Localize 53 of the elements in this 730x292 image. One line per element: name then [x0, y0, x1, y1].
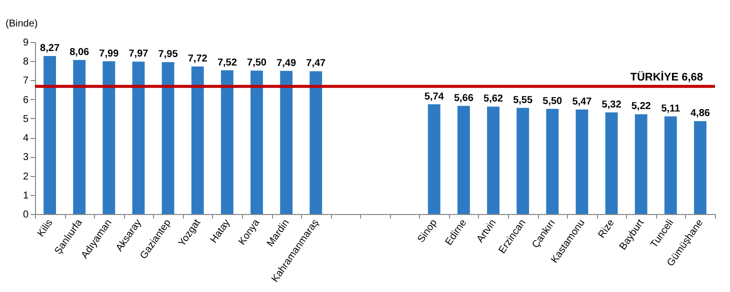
bar [457, 106, 470, 214]
bar [546, 108, 559, 214]
bar [220, 70, 234, 214]
y-tick-label: 8 [22, 56, 29, 68]
data-label: 4,86 [690, 108, 710, 120]
y-tick-label: 4 [22, 133, 29, 144]
data-label: 5,62 [484, 94, 504, 105]
y-tick-label: 5 [22, 114, 29, 125]
bar [576, 109, 588, 214]
bar [428, 104, 440, 214]
x-tick-label: Kilis [36, 218, 56, 239]
ref-line-label: TÜRKİYE 6,68 [630, 70, 703, 84]
data-label: 7,52 [217, 57, 238, 68]
data-label: 7,50 [247, 58, 267, 69]
bar [132, 62, 145, 214]
y-tick-label: 2 [22, 171, 29, 182]
y-tick-label: 1 [22, 190, 29, 202]
y-tick-label: 3 [22, 152, 29, 164]
data-label: 7,47 [306, 58, 326, 70]
data-label: 7,49 [276, 58, 296, 69]
bar [191, 66, 204, 214]
data-label: 7,95 [158, 49, 178, 60]
data-label: 5,11 [661, 103, 681, 114]
bar [44, 56, 56, 214]
data-label: 7,72 [188, 53, 208, 64]
bar [487, 106, 500, 214]
y-tick-label: 9 [22, 38, 29, 48]
data-label: 7,99 [99, 48, 120, 60]
data-label: 5,50 [542, 96, 563, 107]
bar [162, 62, 174, 214]
y-tick-label: 6 [22, 94, 29, 106]
data-label: 8,06 [70, 46, 90, 58]
bar [634, 114, 648, 214]
bar [280, 70, 293, 214]
data-label: 5,74 [424, 91, 444, 102]
data-label: 5,66 [454, 92, 474, 104]
bar [102, 61, 116, 214]
data-label: 5,32 [602, 99, 622, 110]
data-label: 7,97 [128, 48, 149, 60]
bar [310, 71, 322, 214]
bar [664, 116, 677, 214]
y-axis-title: (Binde) [6, 18, 38, 30]
bar [605, 112, 618, 214]
y-tick-label: 0 [22, 210, 29, 220]
data-label: 5,22 [631, 101, 652, 112]
data-label: 5,47 [572, 96, 592, 108]
bar [250, 70, 263, 214]
data-label: 8,27 [40, 42, 60, 54]
y-tick-label: 7 [22, 76, 29, 87]
bar [516, 108, 530, 214]
bar [73, 60, 86, 214]
data-label: 5,55 [513, 94, 533, 106]
bar [694, 121, 706, 214]
